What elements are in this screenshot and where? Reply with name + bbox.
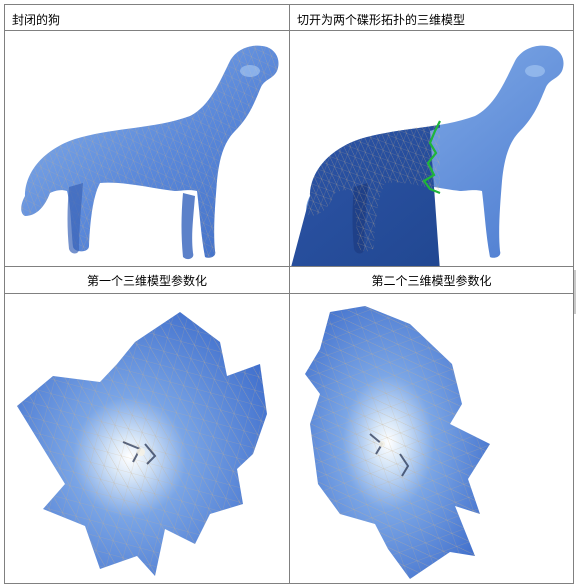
cut-seam (422, 120, 441, 195)
image-cell-param-first (4, 293, 290, 584)
caption-cell-param-first: 第一个三维模型参数化 (4, 266, 290, 294)
closed-dog-shape (21, 45, 279, 260)
caption-cut-dog: 切开为两个碟形拓扑的三维模型 (297, 13, 466, 27)
image-cell-param-second (289, 293, 574, 584)
caption-closed-dog: 封闭的狗 (12, 13, 61, 27)
caption-param-first: 第一个三维模型参数化 (86, 274, 207, 288)
param-second-mesh (305, 306, 490, 579)
caption-cell-closed-dog: 封闭的狗 (4, 4, 290, 31)
param-second-image (305, 306, 490, 579)
caption-cell-param-second: 第二个三维模型参数化 (289, 266, 574, 294)
param-first-image (17, 312, 267, 576)
caption-param-second: 第二个三维模型参数化 (371, 274, 492, 288)
param-first-mesh (17, 312, 267, 576)
caption-cell-cut-dog: 切开为两个碟形拓扑的三维模型 (289, 4, 574, 31)
closed-dog-model-image (21, 45, 279, 260)
cut-dog-shape (291, 45, 564, 266)
cut-dog-model-image (291, 45, 564, 266)
image-cell-closed-dog (4, 30, 290, 267)
scrollbar-fragment[interactable] (574, 270, 576, 314)
figure-table: 封闭的狗 切开为两个碟形拓扑的三维模型 (4, 4, 574, 584)
image-cell-cut-dog (289, 30, 574, 267)
